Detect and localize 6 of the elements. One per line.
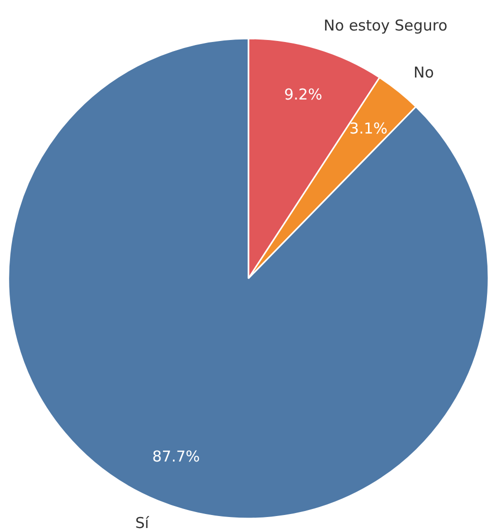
- data-label: 3.1%: [349, 120, 388, 138]
- slice-label: Sí: [135, 514, 150, 531]
- slice-label: No estoy Seguro: [324, 16, 448, 34]
- slice-label: No: [413, 63, 434, 82]
- data-label: 9.2%: [284, 85, 322, 104]
- data-label: 87.7%: [152, 447, 200, 466]
